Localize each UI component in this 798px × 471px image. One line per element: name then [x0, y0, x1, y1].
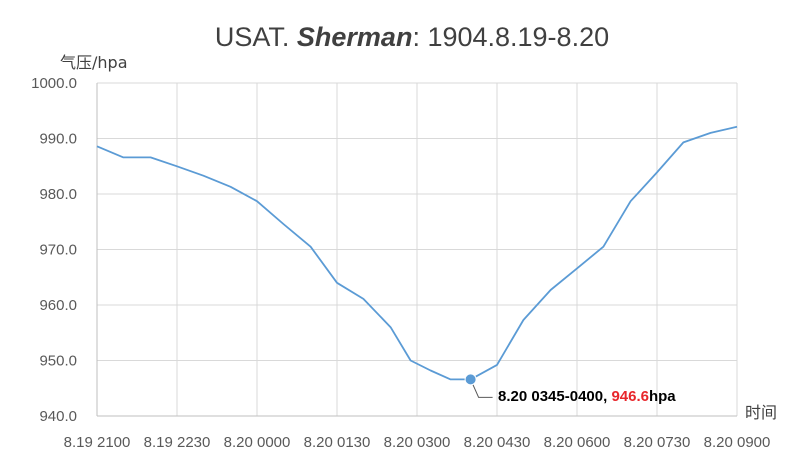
- x-axis-title: 时间: [745, 403, 777, 422]
- y-tick-label: 940.0: [39, 408, 77, 425]
- x-tick-label: 8.20 0600: [544, 434, 611, 451]
- y-tick-label: 1000.0: [31, 75, 77, 92]
- x-tick-label: 8.19 2100: [64, 434, 131, 451]
- x-tick-label: 8.19 2230: [144, 434, 211, 451]
- x-tick-label: 8.20 0000: [224, 434, 291, 451]
- chart-title-suffix: : 1904.8.19-8.20: [412, 22, 609, 52]
- y-tick-label: 950.0: [39, 353, 77, 370]
- annotation-unit: hpa: [649, 388, 676, 405]
- y-tick-labels: 940.0 950.0 960.0 970.0 980.0 990.0 1000.0: [31, 75, 77, 425]
- annotation-leader-line: [470, 379, 493, 398]
- y-axis-title: 气压/hpa: [60, 53, 128, 72]
- x-tick-label: 8.20 0900: [704, 434, 771, 451]
- annotation-prefix: 8.20 0345-0400,: [498, 388, 611, 405]
- x-tick-label: 8.20 0130: [304, 434, 371, 451]
- x-tick-label: 8.20 0730: [624, 434, 691, 451]
- x-tick-label: 8.20 0300: [384, 434, 451, 451]
- x-tick-label: 8.20 0430: [464, 434, 531, 451]
- chart-title: USAT. Sherman: 1904.8.19-8.20: [215, 22, 609, 52]
- chart-title-ship: Sherman: [297, 22, 413, 52]
- annotation-value: 946.6: [611, 388, 649, 405]
- x-tick-labels: 8.19 2100 8.19 2230 8.20 0000 8.20 0130 8.20…: [64, 434, 771, 451]
- series-layer: [96, 125, 738, 381]
- y-tick-label: 960.0: [39, 297, 77, 314]
- annotation-label: 8.20 0345-0400, 946.6hpa: [498, 388, 676, 405]
- axes: [96, 83, 737, 417]
- min-pressure-marker: [464, 373, 477, 386]
- y-tick-label: 990.0: [39, 131, 77, 148]
- pressure-series-line: [96, 125, 738, 381]
- min-pressure-annotation: 8.20 0345-0400, 946.6hpa: [464, 373, 676, 405]
- chart-title-prefix: USAT.: [215, 22, 297, 52]
- y-tick-label: 980.0: [39, 186, 77, 203]
- gridlines: [97, 82, 738, 416]
- y-tick-label: 970.0: [39, 242, 77, 259]
